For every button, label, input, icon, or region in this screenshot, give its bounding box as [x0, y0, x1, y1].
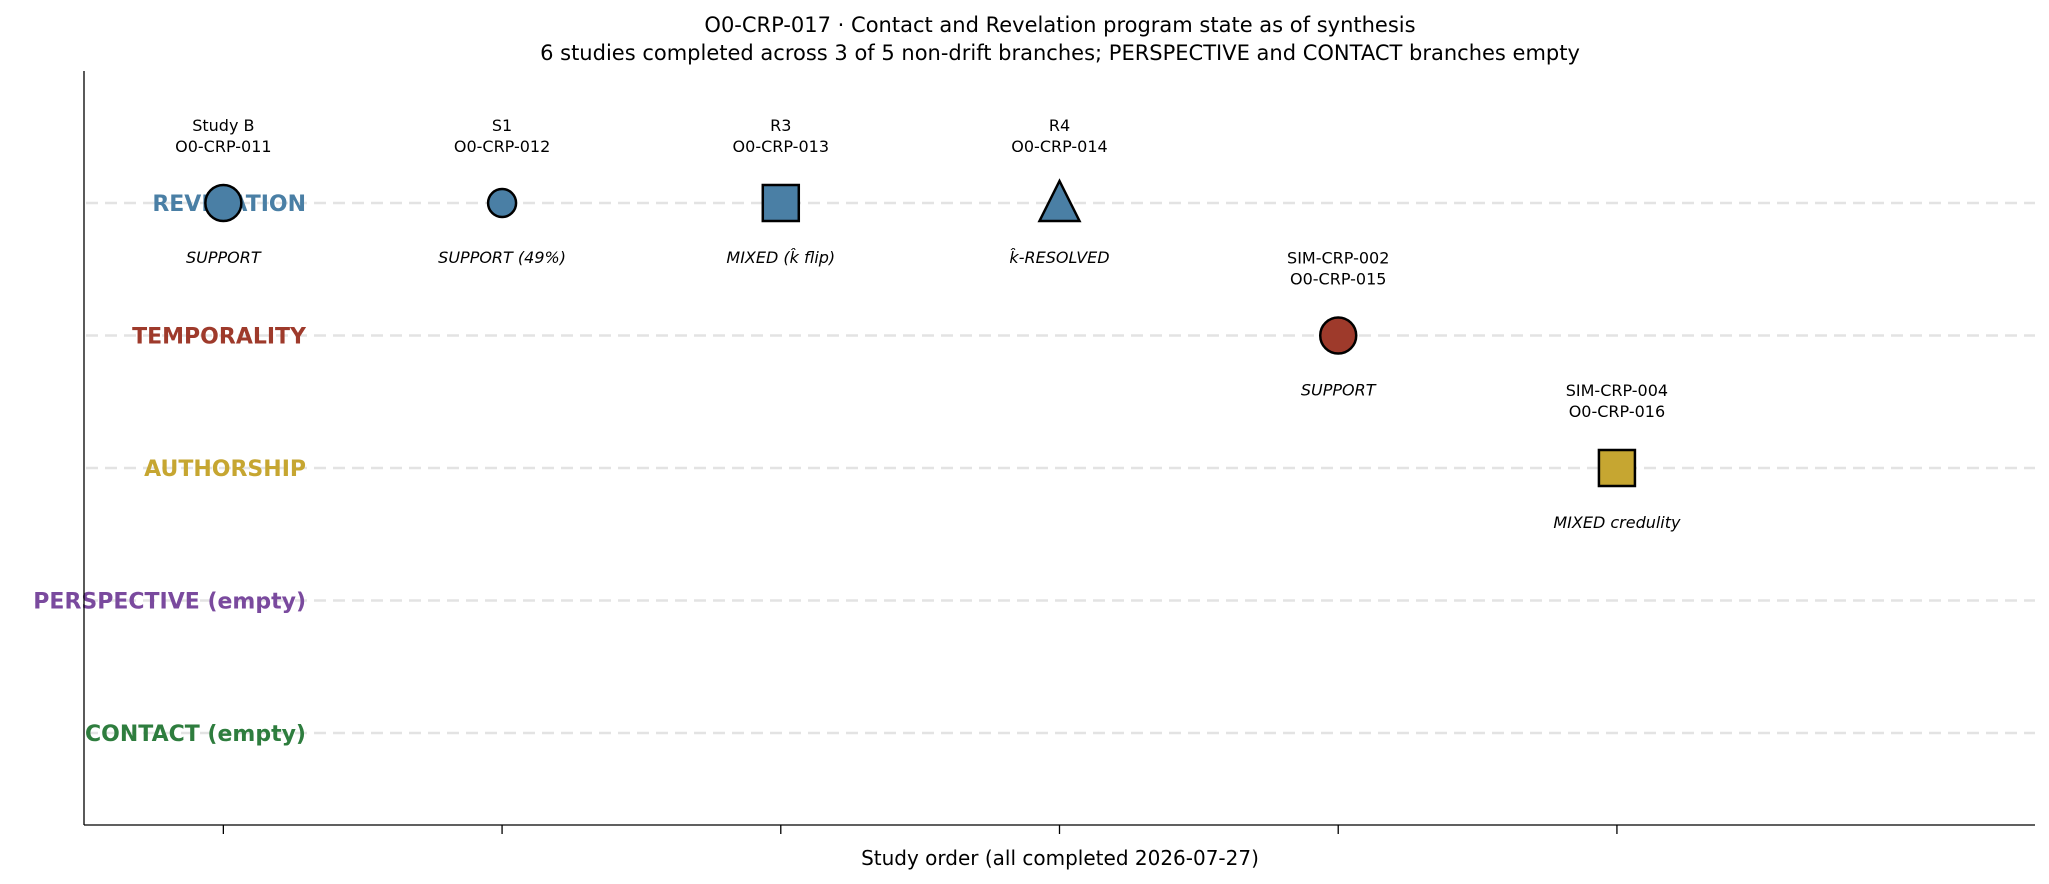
- point-name-label: SIM-CRP-004: [1566, 381, 1668, 400]
- branch-label-temporality: TEMPORALITY: [132, 325, 307, 350]
- point-id-label: O0-CRP-016: [1569, 402, 1665, 421]
- point-outcome-label: SUPPORT: [1301, 381, 1377, 400]
- point-name-label: Study B: [192, 116, 254, 135]
- chart-subtitle: 6 studies completed across 3 of 5 non-dr…: [540, 41, 1580, 65]
- point-name-label: S1: [492, 116, 512, 135]
- point-name-label: R3: [770, 116, 791, 135]
- point-outcome-label: MIXED credulity: [1553, 513, 1681, 532]
- point-outcome-label: SUPPORT: [186, 248, 262, 267]
- data-point-4: [1037, 178, 1082, 223]
- point-outcome-label: k̂-RESOLVED: [1009, 248, 1109, 267]
- point-id-label: O0-CRP-012: [454, 137, 550, 156]
- data-point-5: [1318, 316, 1358, 355]
- point-outcome-label: SUPPORT (49%): [438, 248, 566, 267]
- gridlines: [86, 201, 2035, 735]
- point-id-label: O0-CRP-011: [175, 137, 271, 156]
- point-id-label: O0-CRP-013: [733, 137, 829, 156]
- point-id-label: O0-CRP-014: [1011, 137, 1107, 156]
- branch-label-perspective: PERSPECTIVE (empty): [33, 590, 306, 615]
- point-id-label: O0-CRP-015: [1290, 270, 1386, 289]
- branch-label-authorship: AUTHORSHIP: [144, 457, 306, 482]
- data-point-3: [761, 183, 801, 223]
- data-point-1: [204, 183, 243, 223]
- x-ticks: [222, 825, 1618, 834]
- point-name-label: R4: [1049, 116, 1070, 135]
- data-point-2: [486, 187, 518, 219]
- point-outcome-label: MIXED (k̂ flip): [726, 248, 835, 267]
- branch-label-contact: CONTACT (empty): [85, 722, 306, 747]
- branch-labels: REVELATIONTEMPORALITYAUTHORSHIPPERSPECTI…: [33, 192, 307, 747]
- data-point-6: [1597, 448, 1637, 488]
- data-points: Study B O0-CRP-011 SUPPORT S1 O0-CRP-012 SUPP…: [175, 116, 1681, 532]
- x-axis-label: Study order (all completed 2026-07-27): [861, 846, 1259, 870]
- chart-title: O0-CRP-017 · Contact and Revelation prog…: [704, 13, 1415, 37]
- point-name-label: SIM-CRP-002: [1287, 249, 1389, 268]
